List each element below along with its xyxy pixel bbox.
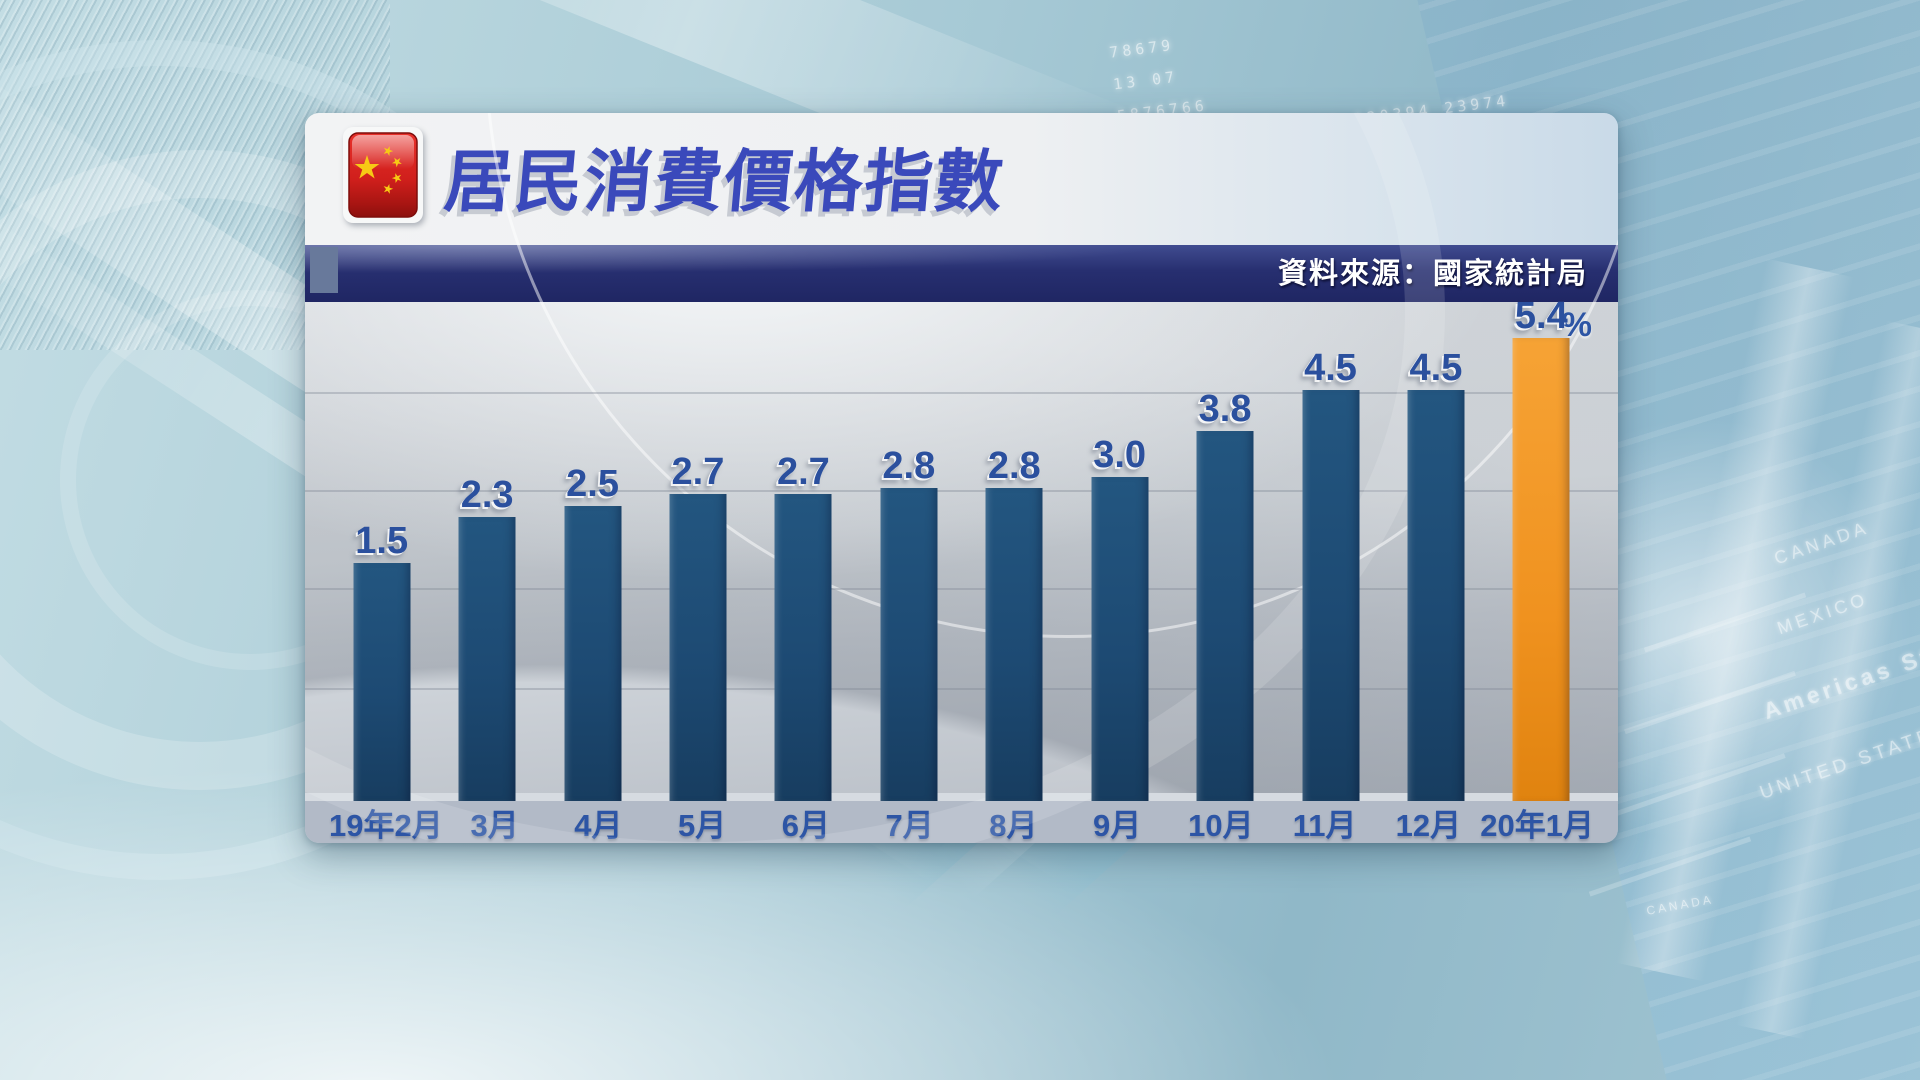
bar — [880, 488, 938, 801]
bar — [1302, 390, 1359, 801]
background-light-pillar — [1616, 258, 1854, 982]
bar-slot: 2.8 — [962, 302, 1067, 801]
region-label: MEXICO — [1774, 588, 1871, 639]
x-axis-label: 9月 — [1092, 807, 1142, 843]
ticker-digit-line: 78679 — [1108, 35, 1176, 62]
bar-slot: 4.5 — [1383, 302, 1488, 801]
bar-slot: 2.5 — [540, 302, 645, 801]
background-region-labels: CANADA MEXICO Americas Stock UNITED STAT… — [1630, 495, 1920, 825]
bar-slot: 2.8 — [856, 302, 961, 801]
bar — [985, 488, 1043, 801]
region-label: Americas Stock — [1759, 625, 1920, 725]
x-axis-label: 10月 — [1188, 807, 1254, 843]
bar — [458, 517, 516, 801]
bar-slot: 2.7 — [645, 302, 750, 801]
bar-slot: 2.7 — [751, 302, 856, 801]
x-axis-label: 20年1月 — [1480, 807, 1594, 843]
bar-slot: 2.3 — [434, 302, 539, 801]
x-axis-label: 11月 — [1292, 807, 1357, 843]
bar-highlight — [1512, 338, 1570, 801]
x-axis-label: 12月 — [1395, 807, 1462, 843]
bar-value-label: 5.4 — [1514, 295, 1568, 337]
plot-area: 1.5 2.3 2.5 2.7 2.7 2.8 2.8 3.0 3.8 4.5 4.5 5.4 — [329, 297, 1594, 801]
background-light-pillar — [1735, 320, 1920, 1040]
background-row-line — [1624, 670, 1796, 735]
bar — [1091, 477, 1149, 801]
bar — [774, 494, 832, 801]
bar-slot: 5.4 — [1489, 297, 1594, 801]
bar — [669, 494, 727, 801]
region-label: CANADA — [1771, 517, 1872, 569]
region-label: UNITED STATES — [1757, 719, 1920, 804]
bar — [1196, 431, 1254, 801]
background-row-line — [1588, 836, 1752, 897]
bar-slot: 1.5 — [329, 302, 434, 801]
bar-value-label: 3.8 — [1198, 388, 1252, 430]
bar-value-label: 4.5 — [1304, 347, 1357, 389]
cpi-chart-panel: 居民消費價格指數 資料來源：國家統計局 % 1.52.32.52.72.72.8… — [305, 113, 1618, 843]
bar-slot: 3.0 — [1067, 302, 1172, 801]
bar — [1407, 390, 1465, 801]
background-row-line — [1604, 753, 1786, 820]
bar — [353, 563, 411, 801]
ticker-digit-line: 13 07 — [1112, 67, 1180, 94]
bar — [564, 506, 622, 801]
chart-area: % 1.5 2.3 2.5 2.7 2.7 2.8 2.8 3.0 3.8 4.5 4.5 5.4 — [305, 113, 1618, 843]
background-row-line — [1643, 592, 1807, 653]
region-label: CANADA — [1645, 892, 1715, 918]
